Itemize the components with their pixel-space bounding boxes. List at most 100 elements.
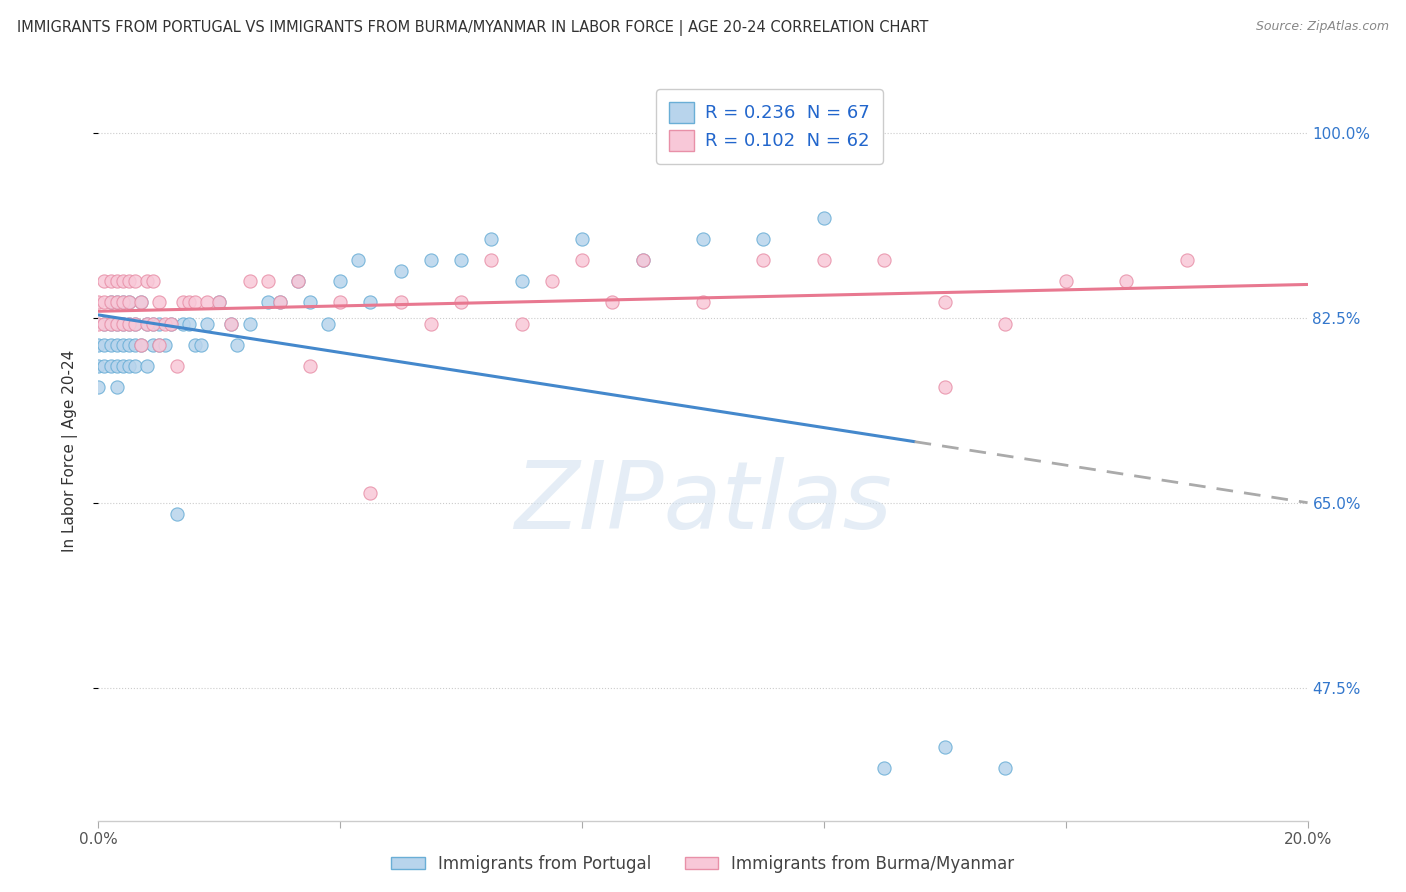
- Point: [87, 295, 110, 310]
- Point: [166, 359, 188, 373]
- Point: [510, 274, 533, 288]
- Point: [873, 253, 896, 268]
- Point: [221, 317, 243, 331]
- Point: [389, 263, 412, 277]
- Point: [105, 295, 128, 310]
- Point: [142, 317, 165, 331]
- Point: [105, 380, 128, 394]
- Point: [184, 295, 207, 310]
- Point: [135, 317, 157, 331]
- Point: [239, 317, 262, 331]
- Point: [93, 337, 115, 351]
- Point: [100, 295, 122, 310]
- Point: [111, 274, 134, 288]
- Point: [111, 295, 134, 310]
- Point: [129, 337, 152, 351]
- Point: [256, 274, 278, 288]
- Point: [111, 295, 134, 310]
- Point: [118, 274, 141, 288]
- Point: [1115, 274, 1137, 288]
- Point: [93, 274, 115, 288]
- Point: [105, 317, 128, 331]
- Point: [118, 317, 141, 331]
- Point: [105, 359, 128, 373]
- Point: [813, 253, 835, 268]
- Point: [752, 253, 775, 268]
- Text: ZIPatlas: ZIPatlas: [515, 457, 891, 548]
- Point: [221, 317, 243, 331]
- Point: [329, 274, 352, 288]
- Point: [118, 337, 141, 351]
- Point: [118, 295, 141, 310]
- Point: [347, 253, 370, 268]
- Point: [184, 337, 207, 351]
- Point: [93, 359, 115, 373]
- Point: [93, 317, 115, 331]
- Point: [329, 295, 352, 310]
- Point: [571, 253, 593, 268]
- Point: [239, 274, 262, 288]
- Point: [631, 253, 654, 268]
- Point: [100, 317, 122, 331]
- Y-axis label: In Labor Force | Age 20-24: In Labor Force | Age 20-24: [62, 350, 77, 551]
- Point: [934, 380, 956, 394]
- Point: [129, 295, 152, 310]
- Point: [87, 359, 110, 373]
- Point: [135, 317, 157, 331]
- Point: [299, 359, 322, 373]
- Point: [420, 317, 443, 331]
- Text: IMMIGRANTS FROM PORTUGAL VS IMMIGRANTS FROM BURMA/MYANMAR IN LABOR FORCE | AGE 2: IMMIGRANTS FROM PORTUGAL VS IMMIGRANTS F…: [17, 20, 928, 36]
- Point: [87, 317, 110, 331]
- Point: [195, 295, 218, 310]
- Point: [510, 317, 533, 331]
- Point: [166, 507, 188, 521]
- Point: [450, 253, 472, 268]
- Point: [111, 317, 134, 331]
- Point: [93, 295, 115, 310]
- Point: [129, 295, 152, 310]
- Point: [994, 317, 1017, 331]
- Point: [100, 359, 122, 373]
- Point: [100, 274, 122, 288]
- Point: [172, 317, 194, 331]
- Point: [105, 274, 128, 288]
- Point: [540, 274, 562, 288]
- Point: [148, 317, 170, 331]
- Point: [160, 317, 183, 331]
- Point: [135, 359, 157, 373]
- Point: [813, 211, 835, 225]
- Text: Source: ZipAtlas.com: Source: ZipAtlas.com: [1256, 20, 1389, 33]
- Point: [100, 337, 122, 351]
- Point: [105, 337, 128, 351]
- Point: [316, 317, 339, 331]
- Point: [87, 380, 110, 394]
- Point: [287, 274, 309, 288]
- Point: [179, 317, 201, 331]
- Legend: Immigrants from Portugal, Immigrants from Burma/Myanmar: Immigrants from Portugal, Immigrants fro…: [385, 848, 1021, 880]
- Point: [389, 295, 412, 310]
- Point: [129, 337, 152, 351]
- Point: [450, 295, 472, 310]
- Point: [481, 232, 503, 246]
- Point: [752, 232, 775, 246]
- Point: [269, 295, 291, 310]
- Point: [481, 253, 503, 268]
- Point: [172, 295, 194, 310]
- Point: [93, 317, 115, 331]
- Point: [360, 485, 382, 500]
- Point: [287, 274, 309, 288]
- Point: [1054, 274, 1077, 288]
- Point: [360, 295, 382, 310]
- Point: [118, 359, 141, 373]
- Point: [124, 317, 146, 331]
- Point: [124, 274, 146, 288]
- Point: [179, 295, 201, 310]
- Point: [148, 295, 170, 310]
- Point: [153, 337, 176, 351]
- Point: [934, 295, 956, 310]
- Point: [269, 295, 291, 310]
- Point: [142, 274, 165, 288]
- Point: [934, 739, 956, 754]
- Point: [124, 359, 146, 373]
- Point: [87, 337, 110, 351]
